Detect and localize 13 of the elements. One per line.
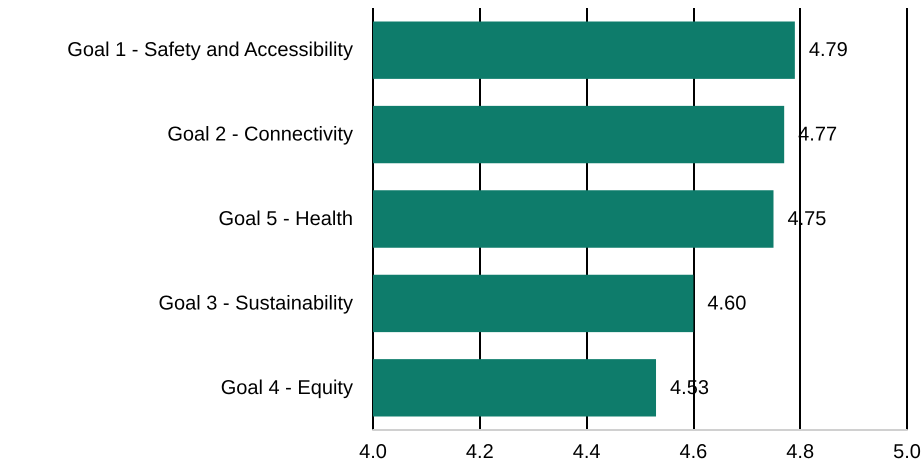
x-tick-label: 4.6 — [679, 441, 708, 463]
x-tick-label: 5.0 — [893, 441, 921, 463]
y-tick-label: Goal 3 - Sustainability — [158, 292, 353, 314]
data-label: 4.60 — [707, 292, 746, 314]
x-tick-label: 4.8 — [786, 441, 814, 463]
y-tick-label: Goal 2 - Connectivity — [167, 124, 353, 146]
x-tick-label: 4.4 — [572, 441, 601, 463]
x-tick-label: 4.2 — [466, 441, 494, 463]
y-tick-label: Goal 5 - Health — [218, 208, 353, 230]
x-tick-label: 4.0 — [359, 441, 387, 463]
data-label: 4.79 — [808, 39, 848, 62]
y-tick-label: Goal 1 - Safety and Accessibility — [67, 39, 353, 62]
y-tick-label: Goal 4 - Equity — [220, 376, 353, 399]
